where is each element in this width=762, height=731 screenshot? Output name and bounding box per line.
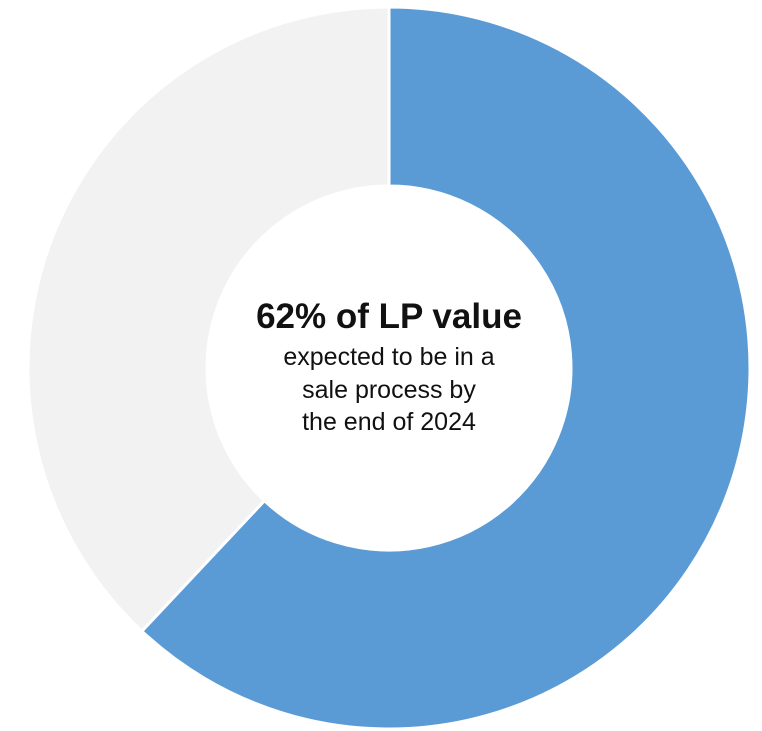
center-label: 62% of LP value expected to be in a sale…: [209, 186, 569, 550]
center-line-3: the end of 2024: [302, 408, 476, 437]
donut-slice-1: [139, 5, 752, 731]
donut-slices: [26, 5, 752, 731]
center-line-1: expected to be in a: [283, 343, 495, 372]
center-headline: 62% of LP value: [256, 297, 522, 337]
center-line-2: sale process by: [302, 375, 476, 404]
donut-slice-2: [26, 5, 391, 634]
